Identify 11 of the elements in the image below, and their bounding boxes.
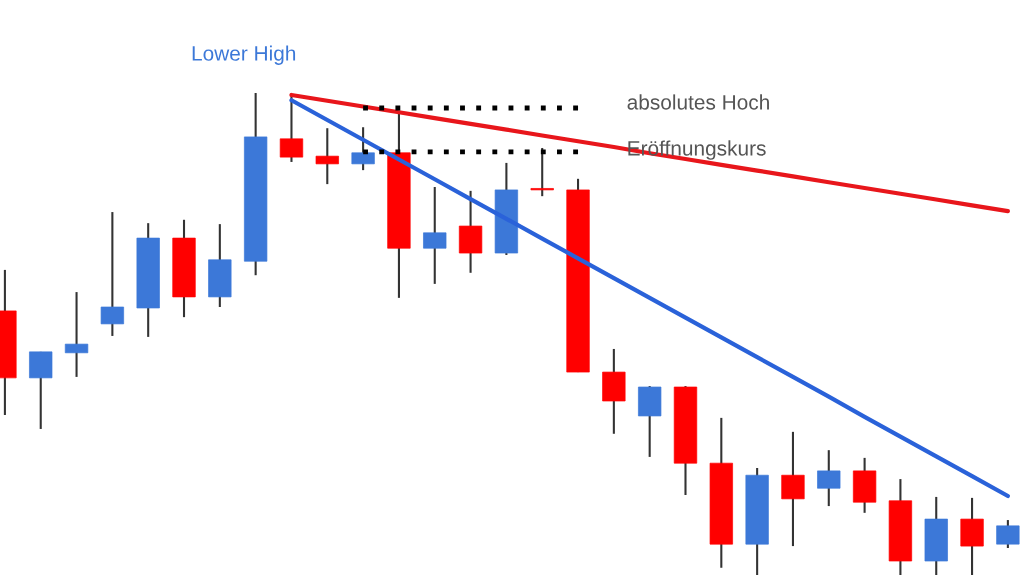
annotation: absolutes Hoch	[627, 94, 769, 110]
candlestick	[423, 185, 447, 285]
text: Lower High	[192, 45, 296, 65]
candlestick	[530, 146, 554, 198]
candlestick	[100, 211, 124, 337]
candlestick	[781, 430, 805, 548]
candlestick	[315, 127, 339, 186]
candlestick	[817, 449, 841, 508]
candlestick	[996, 519, 1020, 550]
candlestick	[351, 126, 375, 172]
candlestick	[64, 291, 89, 378]
